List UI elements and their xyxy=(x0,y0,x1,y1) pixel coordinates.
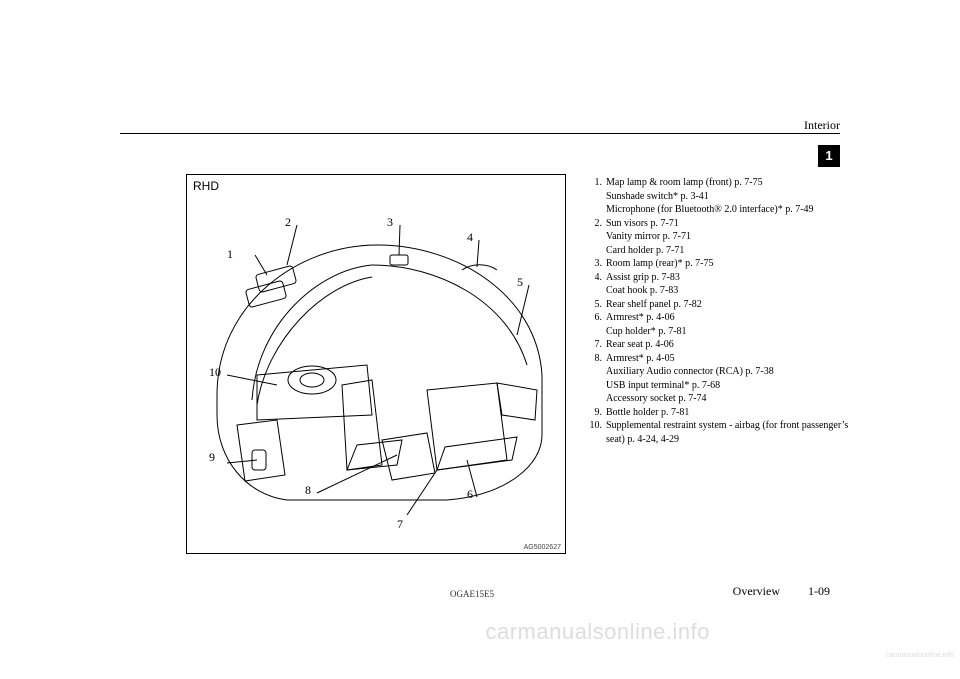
callout-3: 3 xyxy=(387,215,393,230)
list-item: 9. Bottle holder p. 7-81 xyxy=(584,406,864,420)
list-main: Room lamp (rear)* p. 7-75 xyxy=(606,257,864,271)
list-sub: Coat hook p. 7-83 xyxy=(584,284,864,298)
list-item: 2. Sun visors p. 7-71 xyxy=(584,217,864,231)
list-main: Bottle holder p. 7-81 xyxy=(606,406,864,420)
list-main: Assist grip p. 7-83 xyxy=(606,271,864,285)
figure-inner: RHD xyxy=(187,175,565,553)
callout-2: 2 xyxy=(285,215,291,230)
list-num: 4. xyxy=(584,271,606,285)
list-item: 4. Assist grip p. 7-83 xyxy=(584,271,864,285)
watermark-small: carmanualsonline.info xyxy=(886,652,954,659)
list-main: Rear seat p. 4-06 xyxy=(606,338,864,352)
list-main: Map lamp & room lamp (front) p. 7-75 xyxy=(606,176,864,190)
list-sub: Card holder p. 7-71 xyxy=(584,244,864,258)
list-sub: Cup holder* p. 7-81 xyxy=(584,325,864,339)
callout-7: 7 xyxy=(397,517,403,532)
list-sub: Microphone (for Bluetooth® 2.0 interface… xyxy=(584,203,864,217)
parts-list: 1. Map lamp & room lamp (front) p. 7-75 … xyxy=(584,176,864,446)
footer-page-number: 1-09 xyxy=(808,584,830,598)
list-num: 3. xyxy=(584,257,606,271)
list-main: Armrest* p. 4-05 xyxy=(606,352,864,366)
list-sub: USB input terminal* p. 7-68 xyxy=(584,379,864,393)
list-item: 1. Map lamp & room lamp (front) p. 7-75 xyxy=(584,176,864,190)
list-num: 8. xyxy=(584,352,606,366)
callout-6: 6 xyxy=(467,487,473,502)
list-item: 10. Supplemental restraint system - airb… xyxy=(584,419,864,446)
figure-frame: RHD xyxy=(186,174,566,554)
list-num: 2. xyxy=(584,217,606,231)
watermark-main: carmanualsonline.info xyxy=(485,619,710,645)
list-sub: Vanity mirror p. 7-71 xyxy=(584,230,864,244)
list-num: 5. xyxy=(584,298,606,312)
list-num: 7. xyxy=(584,338,606,352)
footer-section-label: Overview xyxy=(733,584,780,598)
list-num: 1. xyxy=(584,176,606,190)
list-sub: Accessory socket p. 7-74 xyxy=(584,392,864,406)
callout-5: 5 xyxy=(517,275,523,290)
list-num: 6. xyxy=(584,311,606,325)
list-num: 9. xyxy=(584,406,606,420)
callout-8: 8 xyxy=(305,483,311,498)
list-sub: Auxiliary Audio connector (RCA) p. 7-38 xyxy=(584,365,864,379)
list-item: 8. Armrest* p. 4-05 xyxy=(584,352,864,366)
list-main: Rear shelf panel p. 7-82 xyxy=(606,298,864,312)
page: Interior 1 RHD xyxy=(0,0,960,679)
list-item: 7. Rear seat p. 4-06 xyxy=(584,338,864,352)
callout-10: 10 xyxy=(209,365,221,380)
footer-right: Overview 1-09 xyxy=(733,584,830,599)
chapter-tab: 1 xyxy=(818,145,840,167)
figure-title: RHD xyxy=(193,179,219,193)
callout-9: 9 xyxy=(209,450,215,465)
list-main: Armrest* p. 4-06 xyxy=(606,311,864,325)
list-main: Supplemental restraint system - airbag (… xyxy=(606,419,864,446)
figure-code: AG5002627 xyxy=(524,544,561,551)
header-rule xyxy=(120,133,840,134)
header-section: Interior xyxy=(804,118,840,133)
list-main: Sun visors p. 7-71 xyxy=(606,217,864,231)
list-item: 3. Room lamp (rear)* p. 7-75 xyxy=(584,257,864,271)
callout-1: 1 xyxy=(227,247,233,262)
list-sub: Sunshade switch* p. 3-41 xyxy=(584,190,864,204)
callout-4: 4 xyxy=(467,230,473,245)
footer-doc-code: OGAE15E5 xyxy=(450,589,494,599)
list-item: 5. Rear shelf panel p. 7-82 xyxy=(584,298,864,312)
car-line-art xyxy=(197,215,557,515)
list-item: 6. Armrest* p. 4-06 xyxy=(584,311,864,325)
list-num: 10. xyxy=(584,419,606,433)
